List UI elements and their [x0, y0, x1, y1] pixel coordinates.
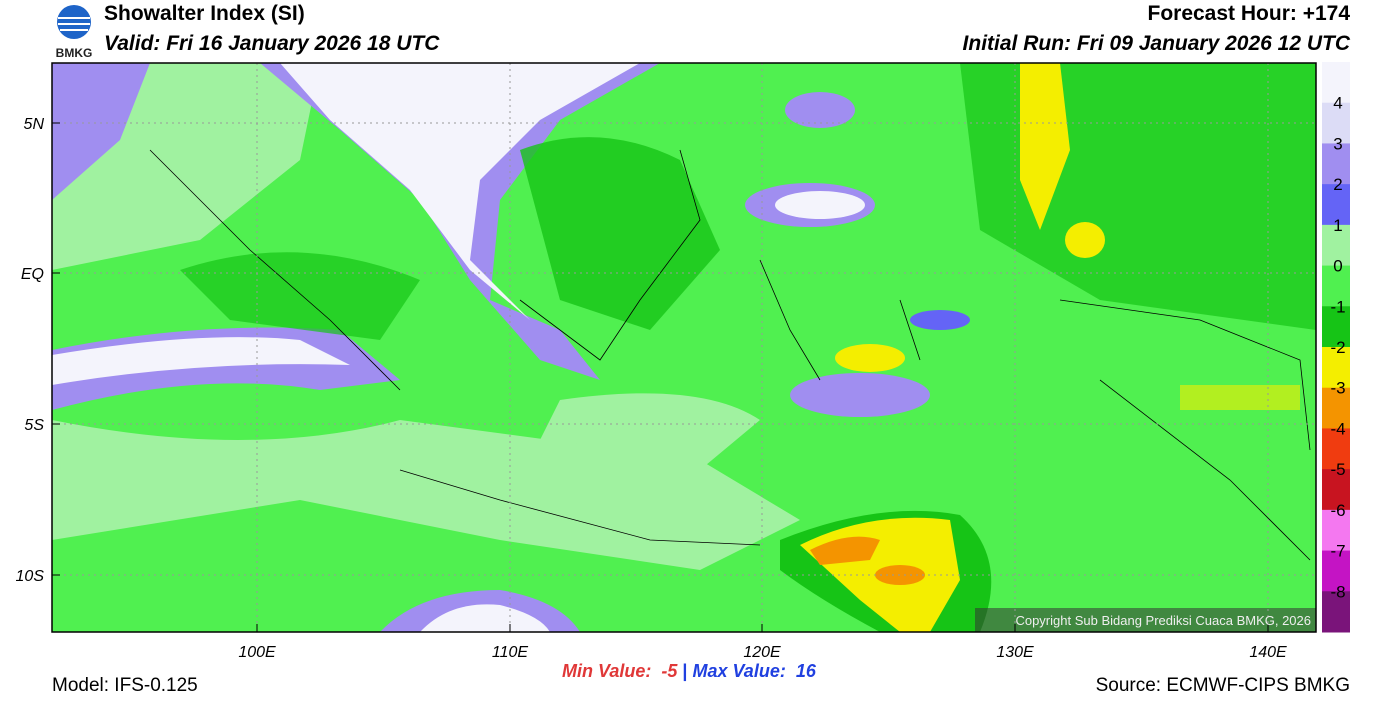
colorbar-segment [1322, 347, 1350, 389]
field-white [420, 604, 550, 632]
forecast-hour: Forecast Hour: +174 [1147, 2, 1351, 25]
colorbar-label: 1 [1333, 216, 1342, 235]
field-white [52, 337, 350, 385]
colorbar-label: -8 [1330, 582, 1345, 601]
colorbar-segment [1322, 591, 1350, 633]
logo-text: BMKG [56, 46, 93, 60]
colorbar-label: 0 [1333, 257, 1342, 276]
colorbar-segment [1322, 387, 1350, 429]
source: Source: ECMWF-CIPS BMKG [1095, 675, 1350, 696]
colorbar-label: -6 [1330, 501, 1345, 520]
colorbar-segment [1322, 224, 1350, 267]
colorbar-segment [1322, 509, 1350, 552]
lon-label: 100E [238, 644, 276, 660]
title: Showalter Index (SI) [104, 2, 305, 25]
copyright-box [975, 608, 1316, 632]
logo: BMKG [56, 5, 93, 60]
graticule: 5N EQ 5S 10S 100E 110E 120E 130E 140E [16, 63, 1316, 660]
model: Model: IFS-0.125 [52, 675, 198, 696]
field-dark-green [180, 252, 420, 340]
colorbar-label: 4 [1333, 94, 1342, 113]
lon-label: 110E [492, 644, 529, 660]
field-purple [785, 92, 855, 128]
field-white [280, 63, 640, 320]
field-blue [910, 310, 970, 330]
colorbar-segment [1322, 550, 1350, 592]
field-yellow [1020, 63, 1070, 230]
field-yellow [1065, 222, 1105, 258]
coastline [149, 149, 1311, 561]
lon-label: 130E [996, 644, 1034, 660]
lat-label: 5N [24, 116, 45, 133]
separator: | [682, 661, 688, 681]
map-frame [51, 62, 1317, 633]
colorbar-label: -5 [1330, 460, 1345, 479]
lon-label: 140E [1249, 644, 1287, 660]
field-purple [790, 373, 930, 417]
min-label: Min Value: [562, 661, 652, 681]
valid-time: Valid: Fri 16 January 2026 18 UTC [104, 32, 440, 55]
colorbar-label: -7 [1330, 542, 1345, 561]
field-light [52, 420, 800, 570]
colorbar-label: 2 [1333, 175, 1342, 194]
field [52, 63, 1316, 632]
colorbar-segment [1322, 143, 1350, 185]
logo-lines [58, 17, 90, 31]
lat-label: EQ [21, 266, 44, 283]
lat-label: 5S [24, 417, 44, 434]
colorbar-segment [1322, 62, 1350, 104]
colorbar-label: -4 [1330, 419, 1345, 438]
colorbar-segment [1322, 184, 1350, 226]
field-dark-green [520, 137, 720, 330]
field-yellow [835, 344, 905, 372]
colorbar-segment [1322, 469, 1350, 511]
colorbar-segment [1322, 102, 1350, 144]
field-white [775, 191, 865, 219]
field-orange [810, 536, 880, 565]
colorbar-segment [1322, 265, 1350, 307]
colorbar-segment [1322, 306, 1350, 348]
lat-label: 10S [16, 568, 45, 585]
initial-run: Initial Run: Fri 09 January 2026 12 UTC [962, 32, 1350, 55]
colorbar-label: -2 [1330, 338, 1345, 357]
max-label: Max Value: [692, 661, 786, 681]
max-value: 16 [795, 661, 816, 681]
colorbar: 4 3 2 1 0 -1 -2 -3 -4 -5 -6 -7 -8 [1322, 62, 1350, 633]
copyright: Copyright Sub Bidang Prediksi Cuaca BMKG… [1015, 613, 1311, 628]
colorbar-segment [1322, 428, 1350, 470]
lon-label: 120E [743, 644, 781, 660]
map: 5N EQ 5S 10S 100E 110E 120E 130E 140E Copyright … [16, 62, 1350, 660]
field-yellow [1180, 385, 1300, 410]
colorbar-label: -3 [1330, 379, 1345, 398]
colorbar-label: -1 [1330, 297, 1345, 316]
colorbar-label: 3 [1333, 134, 1342, 153]
field-purple [52, 63, 150, 200]
min-value: -5 [661, 661, 678, 681]
min-max: Min Value: -5 | Max Value: 16 [562, 661, 816, 682]
